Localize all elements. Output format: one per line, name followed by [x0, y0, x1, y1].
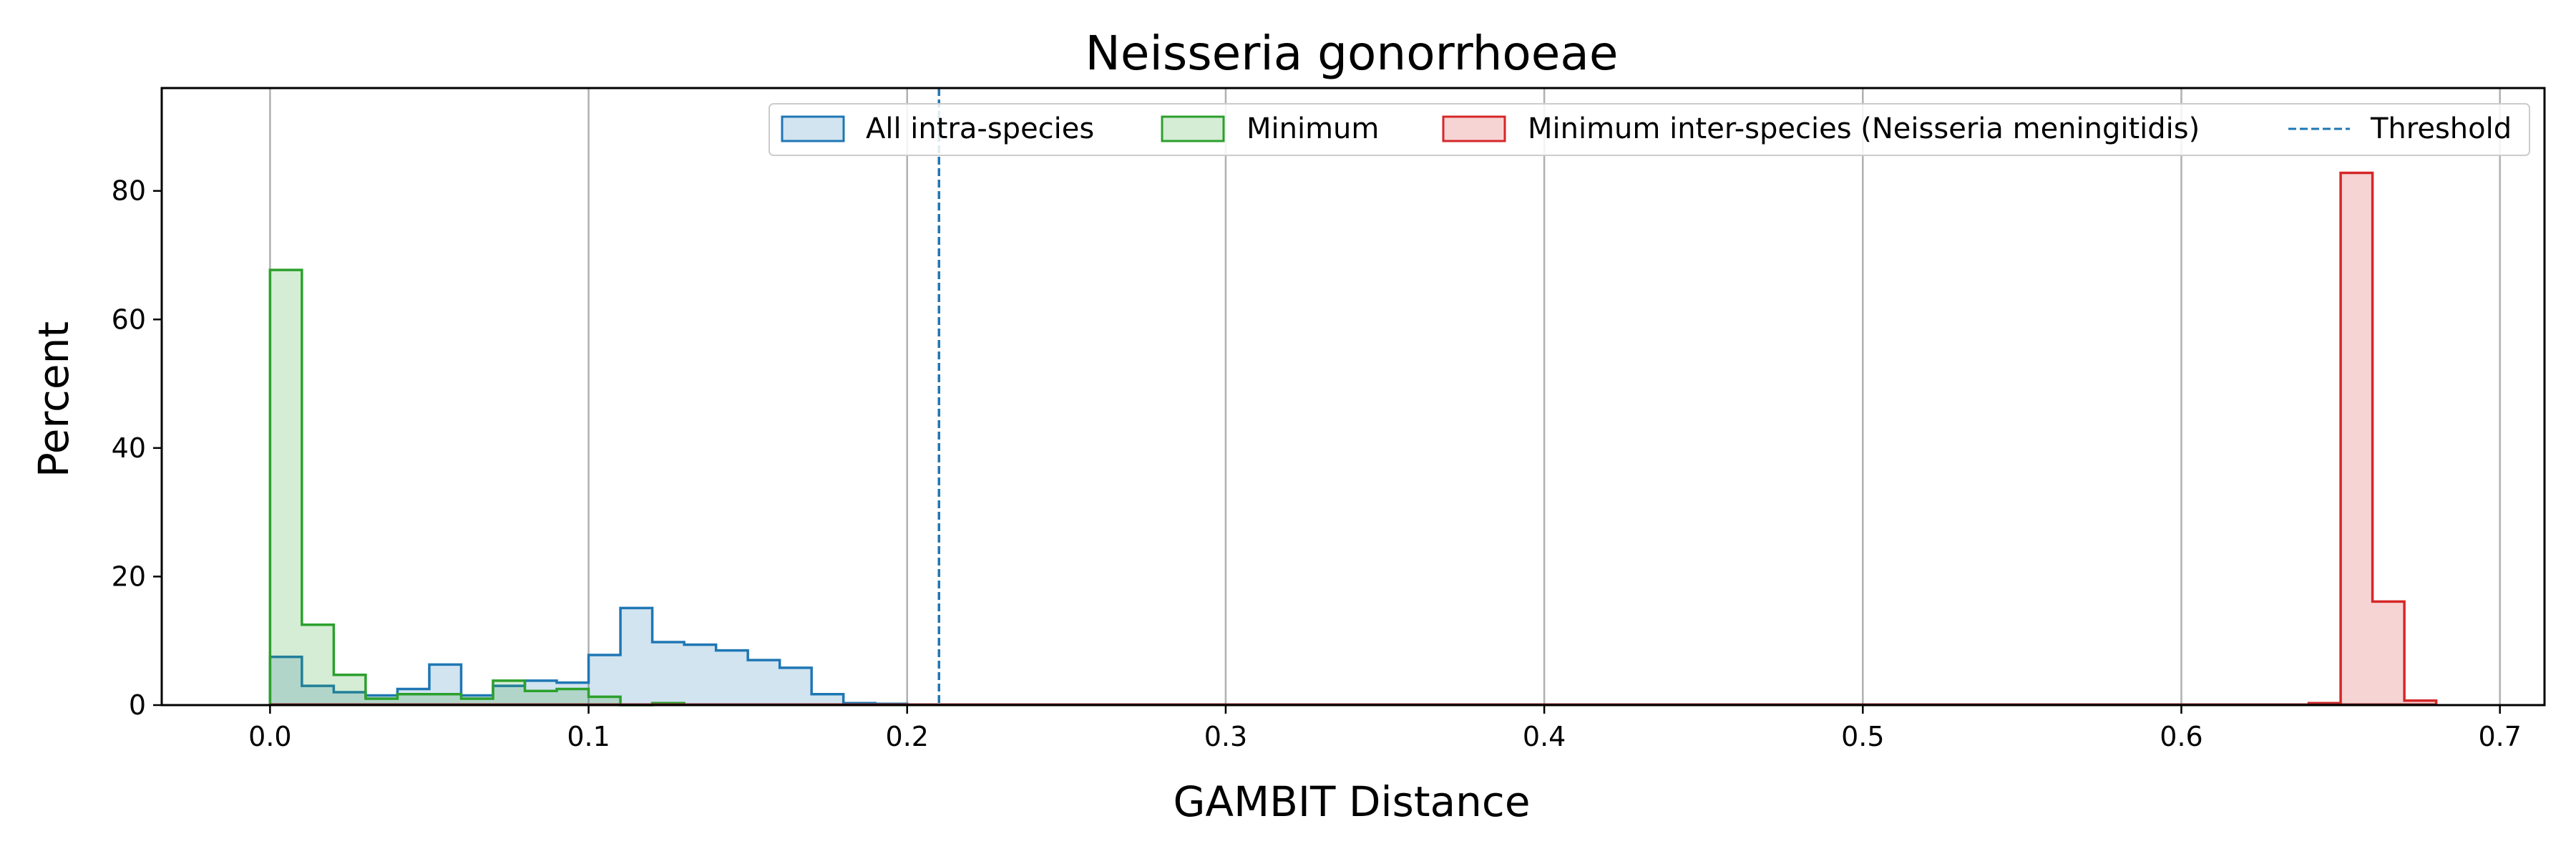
histogram-bar: [779, 667, 812, 705]
chart-title: Neisseria gonorrhoeae: [1085, 26, 1619, 81]
histogram-bar: [684, 644, 716, 705]
histogram-outline: [268, 268, 686, 707]
histogram-bar: [301, 686, 334, 705]
series-0: [268, 606, 909, 705]
y-tick-label: 40: [112, 432, 146, 464]
histogram-bar: [492, 680, 525, 705]
histogram-bar: [748, 660, 780, 705]
histogram-bar: [557, 689, 589, 705]
histogram-bar: [2372, 601, 2405, 705]
histogram-bar: [652, 642, 685, 705]
x-tick-label: 0.5: [1841, 721, 1884, 752]
histogram-bar: [365, 699, 398, 705]
histogram-bar: [333, 674, 366, 705]
y-axis-ticks: 0 20 40 60 80: [112, 175, 162, 721]
x-tick-label: 0.4: [1523, 721, 1566, 752]
histogram-bar: [620, 608, 653, 705]
legend-swatch-intra: [781, 115, 845, 142]
histogram-bar: [429, 694, 462, 705]
histogram-bar: [557, 682, 589, 705]
y-tick-label: 0: [129, 689, 146, 721]
histogram-bar: [270, 656, 302, 705]
y-tick-label: 80: [112, 175, 146, 207]
histogram-bar: [716, 650, 748, 705]
x-tick-label: 0.7: [2478, 721, 2521, 752]
legend-label-minimum: Minimum: [1246, 112, 1379, 145]
legend: All intra-species Minimum Minimum inter-…: [769, 103, 2530, 156]
histogram-bar: [2341, 173, 2373, 705]
histogram-bar: [397, 694, 429, 705]
histogram-series: [268, 171, 2438, 707]
legend-swatch-inter: [1442, 115, 1506, 142]
x-tick-label: 0.3: [1204, 721, 1247, 752]
histogram-bar: [2404, 700, 2436, 705]
histogram-bar: [525, 680, 557, 705]
histogram-bar: [588, 697, 621, 705]
histogram-outline: [2307, 171, 2438, 705]
y-axis-label: Percent: [29, 321, 78, 477]
histogram-bar: [429, 664, 462, 705]
x-axis-ticks: 0.0 0.1 0.2 0.3 0.4 0.5 0.6 0.7: [248, 705, 2522, 752]
y-tick-label: 20: [112, 560, 146, 592]
histogram-bar: [811, 694, 844, 705]
series-2: [2307, 171, 2438, 705]
x-tick-label: 0.1: [567, 721, 610, 752]
plot-frame: [160, 87, 2546, 707]
histogram-bar: [270, 270, 302, 705]
series-1: [268, 268, 686, 707]
x-tick-label: 0.2: [886, 721, 929, 752]
histogram-bar: [461, 699, 493, 705]
histogram-bar: [301, 624, 334, 705]
grid-lines: [269, 88, 2501, 705]
x-axis-label: GAMBIT Distance: [1173, 777, 1530, 826]
legend-label-inter: Minimum inter-species (Neisseria meningi…: [1528, 112, 2200, 145]
histogram-bar: [333, 692, 366, 705]
histogram-bar: [492, 686, 525, 705]
legend-label-threshold: Threshold: [2370, 112, 2512, 145]
x-tick-label: 0.0: [248, 721, 291, 752]
histogram-bar: [525, 691, 557, 705]
x-tick-label: 0.6: [2160, 721, 2202, 752]
legend-label-intra: All intra-species: [866, 112, 1094, 145]
y-tick-label: 60: [112, 304, 146, 335]
legend-swatch-minimum: [1161, 115, 1225, 142]
